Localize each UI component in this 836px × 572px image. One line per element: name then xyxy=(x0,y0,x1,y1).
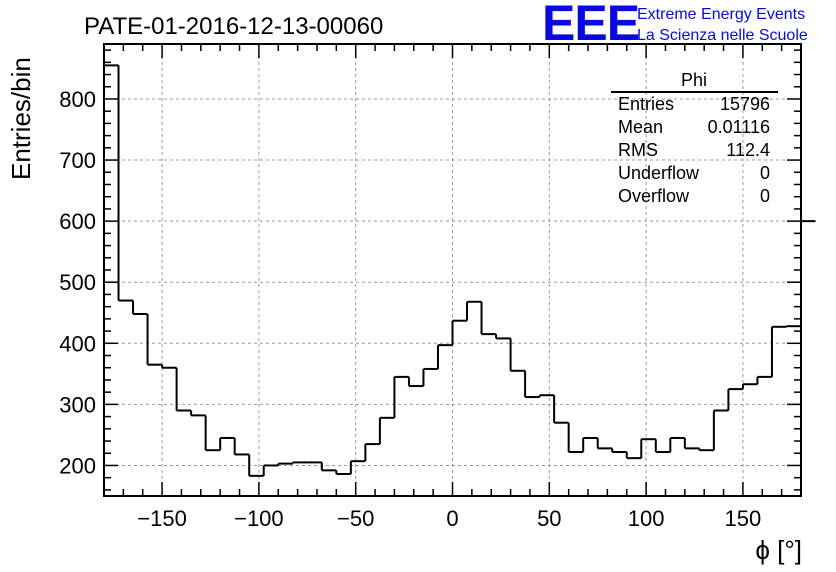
x-tick-label: −50 xyxy=(337,506,374,531)
stats-box: Phi Entries 15796 Mean 0.01116 RMS 112.4… xyxy=(611,70,778,206)
y-tick-label: 200 xyxy=(59,453,96,478)
logo-line-1: Extreme Energy Events xyxy=(637,6,805,23)
x-tick-label: −150 xyxy=(137,506,187,531)
axis-ticks xyxy=(103,44,802,496)
x-tick-label: 150 xyxy=(725,506,762,531)
histogram-series xyxy=(104,64,816,477)
x-tick-label: 50 xyxy=(537,506,561,531)
stat-value-overflow: 0 xyxy=(760,186,770,206)
y-tick-label: 400 xyxy=(59,331,96,356)
grid-lines xyxy=(104,44,801,496)
stat-label-entries: Entries xyxy=(618,94,674,114)
y-tick-label: 600 xyxy=(59,209,96,234)
y-tick-label: 500 xyxy=(59,270,96,295)
stat-label-rms: RMS xyxy=(618,140,658,160)
y-tick-label: 700 xyxy=(59,148,96,173)
x-axis-label: ϕ [°] xyxy=(755,535,802,565)
eee-logo: EEE Extreme Energy Events La Scienza nel… xyxy=(542,0,808,51)
stat-label-mean: Mean xyxy=(618,117,663,137)
stat-label-underflow: Underflow xyxy=(618,163,700,183)
stat-value-entries: 15796 xyxy=(720,94,770,114)
histogram-step-risers xyxy=(117,65,802,476)
y-tick-label: 300 xyxy=(59,392,96,417)
y-tick-labels: 200 300 400 500 600 700 800 xyxy=(59,87,96,478)
stat-value-mean: 0.01116 xyxy=(708,117,770,137)
stats-header: Phi xyxy=(681,70,707,90)
y-axis-label: Entries/bin xyxy=(6,57,36,180)
x-tick-label: 0 xyxy=(446,506,458,531)
logo-line-2: La Scienza nelle Scuole xyxy=(637,27,808,44)
x-tick-labels: −150 −100 −50 0 50 100 150 xyxy=(137,506,761,531)
stat-value-rms: 112.4 xyxy=(726,140,770,160)
stat-value-underflow: 0 xyxy=(760,163,770,183)
logo-mark: EEE xyxy=(542,0,639,51)
x-tick-label: 100 xyxy=(628,506,665,531)
x-tick-label: −100 xyxy=(234,506,284,531)
y-tick-label: 800 xyxy=(59,87,96,112)
chart-title: PATE-01-2016-12-13-00060 xyxy=(84,13,383,40)
stat-label-overflow: Overflow xyxy=(618,186,690,206)
